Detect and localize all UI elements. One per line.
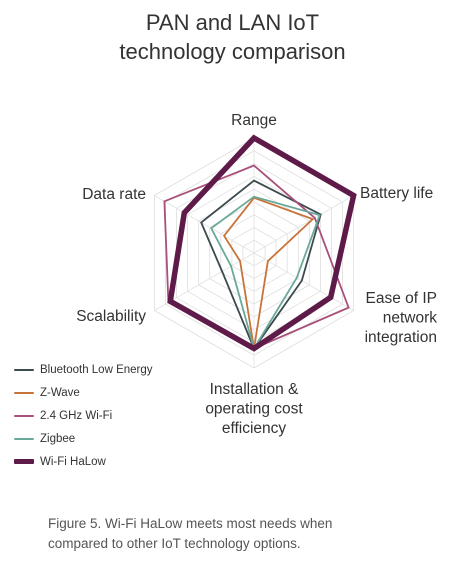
axis-label-data-rate: Data rate — [82, 186, 146, 203]
axis-label-scalability-line-1: Scalability — [76, 308, 146, 325]
legend-item-z-wave: Z-Wave — [14, 381, 153, 404]
legend-item-wi-fi-halow: Wi-Fi HaLow — [14, 450, 153, 473]
series-wi-fi-halow — [167, 134, 357, 352]
axis-label-ease-of-ip-network-integration-line-1: Ease of IP — [365, 290, 437, 307]
axis-label-ease-of-ip-network-integration-line-3: integration — [365, 329, 437, 346]
chart-title: PAN and LAN IoT technology comparison — [0, 8, 465, 66]
grid-spoke-6 — [154, 195, 255, 254]
axis-label-installation-operating-cost-efficiency-line-3: efficiency — [222, 420, 287, 437]
legend-label-zigbee: Zigbee — [40, 432, 76, 445]
chart-title-line-1: PAN and LAN IoT — [145, 10, 320, 35]
legend-label-bluetooth-low-energy: Bluetooth Low Energy — [40, 363, 153, 376]
legend-swatch-zigbee — [14, 437, 34, 440]
legend-swatch-wi-fi-halow — [14, 459, 34, 464]
axis-label-installation-operating-cost-efficiency-line-2: operating cost — [205, 401, 303, 418]
caption-line-1: Figure 5. Wi-Fi HaLow meets most needs w… — [48, 516, 333, 531]
legend-item-bluetooth-low-energy: Bluetooth Low Energy — [14, 358, 153, 381]
legend-swatch-bluetooth-low-energy — [14, 368, 34, 371]
axis-label-range-line-1: Range — [231, 112, 277, 129]
legend-swatch-2-4-ghz-wi-fi — [14, 414, 34, 417]
series-2-4-ghz-wi-fi — [163, 164, 350, 350]
figure-caption: Figure 5. Wi-Fi HaLow meets most needs w… — [48, 514, 448, 554]
grid-spoke-2 — [253, 195, 354, 254]
legend-label-wi-fi-halow: Wi-Fi HaLow — [40, 455, 106, 468]
axis-label-installation-operating-cost-efficiency-line-1: Installation & — [210, 381, 299, 398]
legend-label-2-4-ghz-wi-fi: 2.4 GHz Wi-Fi — [40, 409, 113, 422]
legend-label-z-wave: Z-Wave — [40, 386, 80, 399]
axis-label-ease-of-ip-network-integration: Ease of IP network integration — [365, 290, 438, 346]
legend-item-2-4-ghz-wi-fi: 2.4 GHz Wi-Fi — [14, 404, 153, 427]
chart-title-line-2: technology comparison — [119, 39, 346, 64]
axis-label-data-rate-line-1: Data rate — [82, 186, 146, 203]
legend-item-zigbee: Zigbee — [14, 427, 153, 450]
axis-label-ease-of-ip-network-integration-line-2: network — [383, 310, 438, 327]
axis-label-range: Range — [231, 112, 277, 129]
axis-label-installation-operating-cost-efficiency: Installation & operating cost efficiency — [205, 381, 303, 437]
caption-line-2: compared to other IoT technology options… — [48, 536, 301, 551]
axis-label-battery-life: Battery life — [360, 185, 433, 202]
grid-spoke-3 — [253, 252, 354, 311]
axis-label-battery-life-line-1: Battery life — [360, 185, 433, 202]
legend-swatch-z-wave — [14, 391, 34, 394]
legend: Bluetooth Low Energy Z-Wave 2.4 GHz Wi-Fi Z… — [14, 358, 153, 473]
axis-label-scalability: Scalability — [76, 308, 146, 325]
